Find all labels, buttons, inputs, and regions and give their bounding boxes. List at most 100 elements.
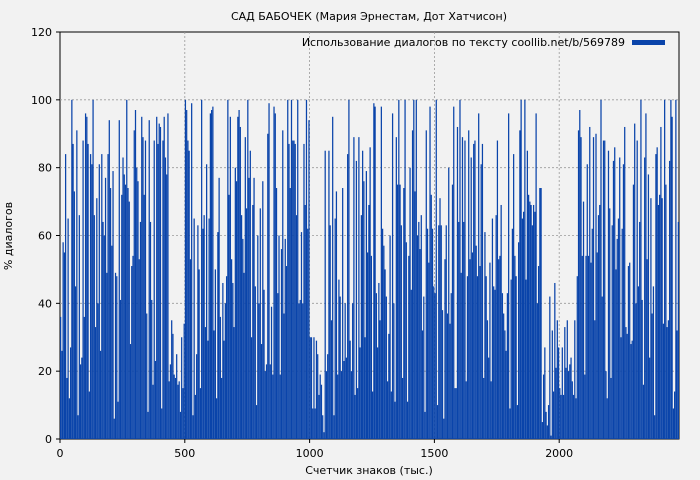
bar: [253, 177, 255, 439]
bar: [193, 218, 195, 439]
bar: [410, 289, 412, 439]
bar: [464, 140, 466, 440]
bar: [468, 130, 470, 439]
bar: [488, 357, 490, 439]
bar: [615, 269, 617, 439]
bar: [532, 204, 535, 439]
bar: [137, 181, 139, 439]
bar: [284, 238, 286, 439]
y-axis: 0 20 40 60 80 100 120: [31, 26, 60, 446]
bar: [634, 123, 636, 439]
bar: [302, 303, 304, 439]
bar: [282, 130, 284, 439]
bar: [283, 313, 285, 439]
bar: [243, 272, 245, 439]
bar: [439, 198, 441, 439]
bar: [564, 327, 566, 439]
bar: [355, 160, 358, 439]
bar: [506, 293, 509, 439]
bar: [429, 106, 431, 439]
bar: [369, 147, 371, 440]
bar: [474, 140, 476, 440]
bar: [240, 215, 243, 439]
bar: [169, 364, 172, 439]
bar: [394, 401, 396, 439]
bar: [479, 266, 481, 439]
bar: [619, 157, 621, 439]
bar: [279, 374, 281, 439]
bar: [537, 266, 540, 439]
bar: [450, 293, 452, 439]
bar: [333, 415, 335, 439]
bar: [119, 299, 122, 439]
bar: [214, 269, 216, 439]
bar: [662, 323, 665, 439]
bar: [576, 276, 578, 439]
bar: [123, 174, 125, 439]
bar: [509, 408, 511, 439]
bar: [469, 259, 471, 439]
bar: [164, 157, 167, 439]
bar: [530, 204, 532, 439]
bar: [455, 388, 457, 439]
bar: [451, 184, 454, 439]
bar: [614, 147, 616, 440]
bar: [354, 394, 356, 439]
bar: [534, 211, 536, 439]
bar: [103, 235, 105, 439]
bar: [584, 374, 586, 439]
bar: [138, 259, 140, 439]
bar: [630, 344, 632, 439]
bar: [63, 252, 65, 439]
bar: [566, 320, 568, 439]
bar: [72, 143, 74, 440]
bar: [486, 320, 489, 439]
bar: [546, 425, 548, 439]
bar: [604, 140, 606, 440]
bar: [646, 259, 648, 439]
bar: [262, 181, 264, 439]
bar: [602, 140, 605, 440]
bar: [239, 126, 241, 439]
bar: [66, 377, 68, 439]
bar: [498, 259, 500, 439]
bar: [313, 337, 315, 439]
bar: [660, 126, 662, 439]
y-tick-label: 0: [45, 433, 52, 446]
bar: [632, 184, 635, 439]
legend: Использование диалогов по тексту coollib…: [302, 36, 665, 49]
bar: [287, 99, 289, 439]
bar: [560, 394, 562, 439]
bar: [218, 177, 220, 439]
bar: [428, 262, 430, 439]
bar: [108, 120, 110, 439]
bar: [234, 167, 236, 439]
bar: [208, 218, 210, 439]
bar: [274, 113, 276, 440]
bar: [61, 350, 63, 439]
bar: [322, 415, 324, 439]
bar: [141, 116, 143, 440]
bar: [295, 215, 298, 439]
bar: [107, 154, 109, 439]
bar: [465, 381, 467, 439]
bar: [142, 137, 144, 439]
bar: [332, 116, 334, 440]
bar: [290, 99, 293, 439]
x-tick-label: 1500: [420, 447, 448, 460]
x-tick-label: 2000: [545, 447, 573, 460]
bar: [76, 130, 78, 439]
bar: [383, 245, 385, 439]
bar: [396, 184, 399, 439]
bar: [664, 99, 666, 439]
bar: [224, 303, 226, 439]
bar: [521, 218, 524, 439]
bar: [621, 228, 623, 439]
bar: [547, 405, 550, 439]
bar: [113, 418, 115, 439]
bar: [607, 150, 610, 440]
bar: [230, 259, 233, 439]
y-tick-label: 20: [38, 365, 52, 378]
bar: [320, 384, 323, 439]
bar: [309, 337, 311, 439]
